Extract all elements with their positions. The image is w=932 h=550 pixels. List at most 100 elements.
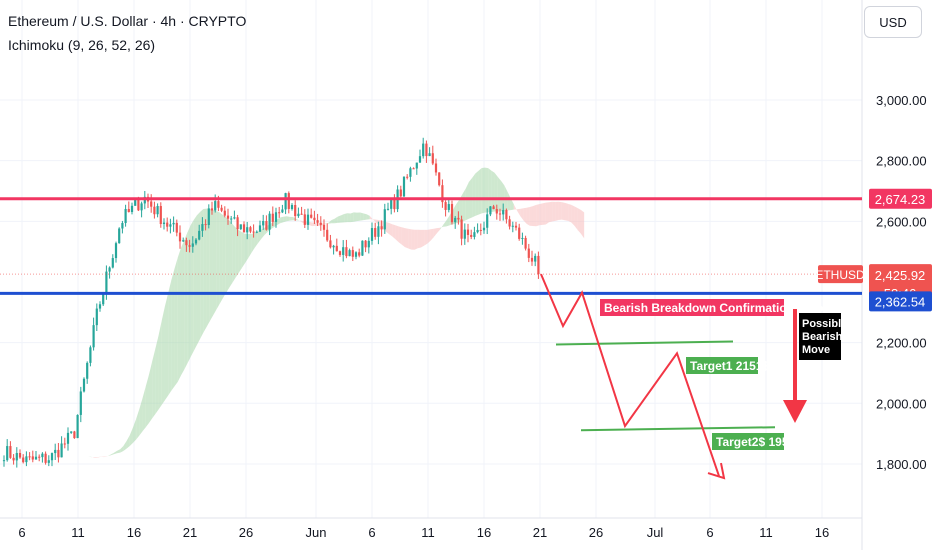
candle-body [60, 443, 63, 458]
cloud-segment [542, 202, 546, 225]
cloud-segment [286, 216, 290, 222]
cloud-segment [206, 208, 210, 328]
cloud-segment [564, 202, 569, 221]
candle-body [495, 209, 498, 214]
candle-body [441, 185, 444, 203]
cloud-segment [257, 229, 261, 244]
candle-body [50, 453, 54, 461]
cloud-segment [529, 206, 533, 227]
candle-body [460, 219, 463, 239]
projection-path [540, 273, 720, 477]
cloud-segment [404, 228, 409, 249]
cloud-segment [344, 213, 348, 223]
cloud-segment [324, 223, 329, 225]
cloud-segment [228, 220, 233, 289]
candle-body [502, 210, 505, 215]
cloud-segment [174, 257, 178, 387]
candle-body [278, 212, 281, 214]
candle-body [102, 292, 105, 305]
candle-body [98, 304, 102, 309]
candle-body [204, 224, 207, 226]
candle-body [249, 227, 252, 232]
cloud-segment [427, 229, 431, 244]
cloud-segment [443, 220, 447, 227]
cloud-segment [414, 229, 418, 250]
cloud-segment [446, 215, 450, 227]
candle-body [89, 347, 92, 363]
cloud-segment [340, 214, 345, 223]
support-price-tag [869, 291, 932, 312]
cloud-segment [225, 217, 229, 294]
cloud-segment [440, 224, 444, 230]
candle-body [226, 215, 230, 219]
candle-body [79, 391, 82, 415]
cloud-segment [65, 455, 69, 457]
candle-body [463, 229, 466, 239]
candle-body [530, 257, 534, 262]
candle-body [268, 213, 271, 230]
candle-body [44, 453, 47, 463]
candle-body [162, 222, 166, 225]
candle-body [486, 214, 489, 228]
cloud-segment [171, 268, 175, 391]
candle-body [534, 255, 537, 262]
cloud-segment [152, 348, 156, 419]
candle-body [466, 229, 470, 235]
cloud-segment [328, 220, 332, 224]
x-tick-label: 21 [533, 525, 547, 540]
target2-label [712, 433, 784, 450]
cloud-segment [424, 229, 428, 246]
cloud-segment [123, 441, 127, 452]
candle-body [2, 460, 6, 462]
candle-body [82, 378, 86, 392]
candle-body [140, 203, 143, 211]
candle-body [335, 245, 338, 252]
candle-body [258, 225, 262, 232]
cloud-segment [436, 227, 441, 234]
candle-body [63, 443, 66, 445]
cloud-segment [401, 227, 405, 248]
candle-body [342, 247, 345, 255]
candle-body [271, 213, 274, 222]
cloud-segment [558, 201, 562, 220]
candle-body [322, 224, 326, 230]
candle-body [210, 208, 214, 211]
currency-button[interactable]: USD [864, 6, 922, 38]
cloud-segment [577, 208, 581, 234]
candle-body [242, 224, 246, 233]
bearish-move-text: Possible [802, 318, 847, 330]
cloud-segment [289, 216, 293, 221]
cloud-segment [523, 207, 527, 224]
symbol-tag-label: ETHUSD [815, 268, 865, 282]
candle-body [159, 206, 162, 225]
cloud-segment [356, 212, 361, 222]
candle-body [207, 208, 210, 226]
chart-grid [0, 0, 863, 550]
candle-body [374, 228, 377, 237]
candle-body [127, 208, 130, 212]
candle-body [303, 214, 306, 225]
candle-body [121, 223, 124, 229]
candle-body [172, 222, 175, 225]
cloud-segment [372, 219, 377, 223]
cloud-segment [420, 229, 425, 248]
cloud-segment [254, 231, 258, 248]
candle-body [438, 172, 441, 186]
candle-body [73, 431, 76, 439]
symbol-tag [818, 265, 863, 284]
cloud-segment [331, 218, 335, 224]
candle-body [236, 217, 239, 230]
candle-body [274, 212, 278, 222]
candle-body [76, 414, 79, 439]
candle-body [380, 226, 383, 230]
cloud-segment [120, 446, 124, 453]
cloud-segment [561, 202, 565, 221]
indicator-label[interactable]: Ichimoku (9, 26, 52, 26) [8, 37, 156, 53]
cloud-segment [363, 213, 367, 221]
candle-body [470, 234, 473, 237]
candle-body [22, 457, 25, 463]
cloud-segment [580, 210, 585, 239]
candle-body [150, 201, 153, 207]
candle-body [185, 240, 188, 246]
